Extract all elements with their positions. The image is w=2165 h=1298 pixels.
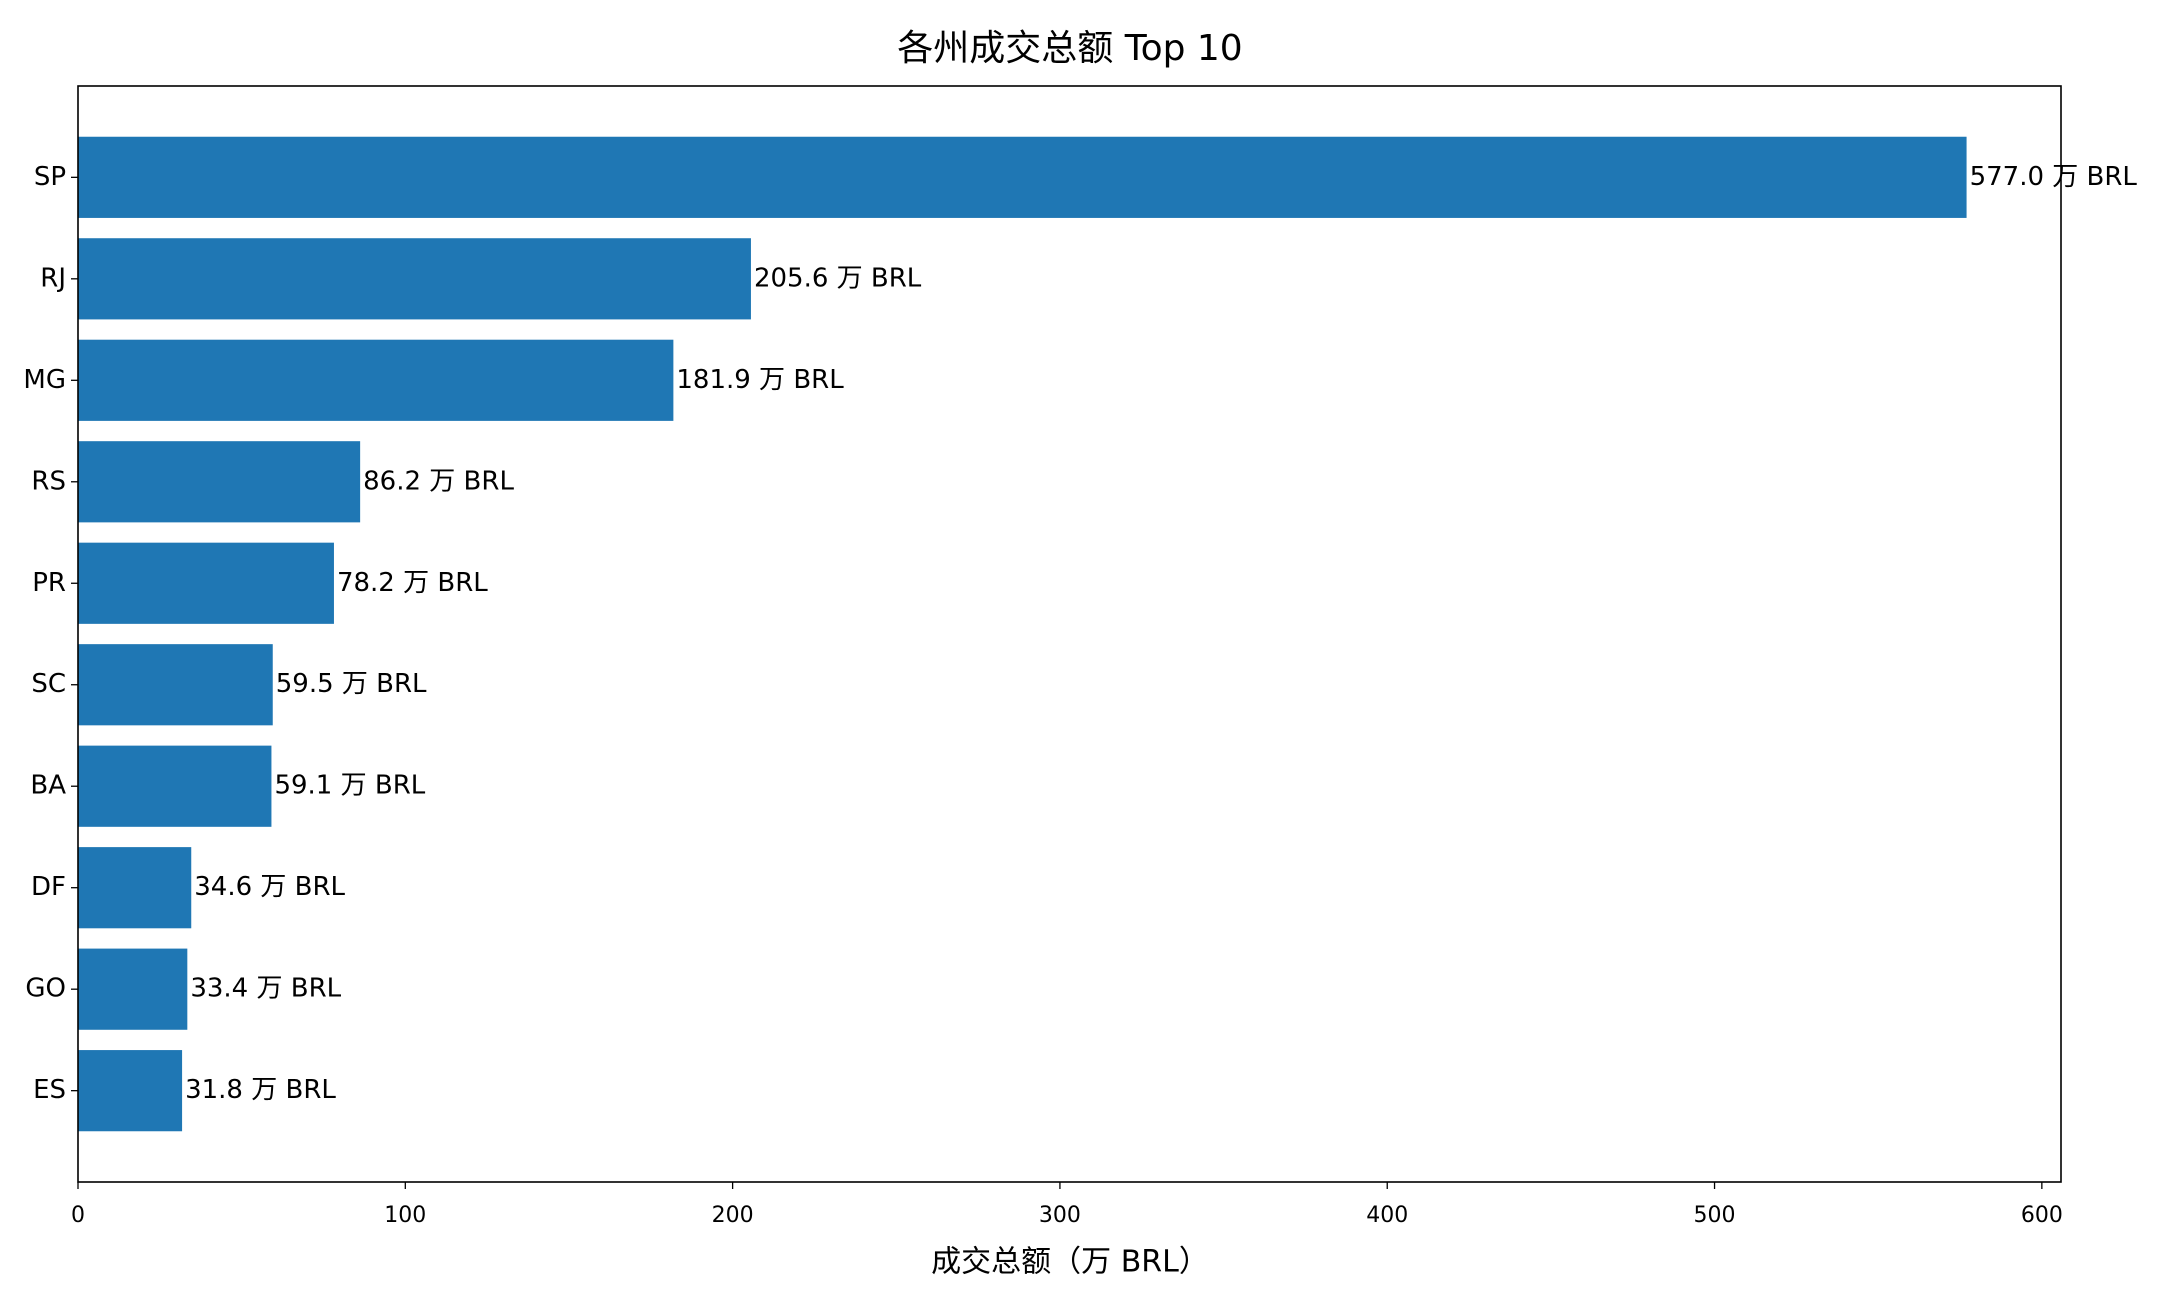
bar: [78, 136, 1967, 218]
bar: [78, 542, 334, 624]
y-tick-label: DF: [31, 872, 66, 902]
data-label: 59.5 万 BRL: [276, 669, 427, 699]
bar: [78, 847, 192, 929]
y-tick-label: MG: [23, 365, 66, 395]
x-tick-label: 300: [1039, 1203, 1081, 1228]
y-tick-label: RS: [31, 466, 66, 496]
x-tick-label: 600: [2021, 1203, 2063, 1228]
data-label: 181.9 万 BRL: [676, 365, 844, 395]
plot-frame: [77, 85, 2062, 1183]
data-label: 86.2 万 BRL: [363, 466, 514, 496]
bar: [78, 238, 751, 320]
data-label: 577.0 万 BRL: [1970, 162, 2138, 192]
bar: [78, 441, 361, 523]
chart-title: 各州成交总额 Top 10: [897, 28, 1242, 69]
data-label: 205.6 万 BRL: [754, 263, 922, 293]
x-tick-label: 100: [384, 1203, 426, 1228]
y-tick-label: SP: [34, 162, 66, 192]
y-tick-label: RJ: [40, 263, 66, 293]
y-tick-label: BA: [30, 771, 66, 801]
x-axis-label: 成交总额（万 BRL）: [931, 1245, 1209, 1280]
data-label: 31.8 万 BRL: [185, 1075, 336, 1105]
data-label: 34.6 万 BRL: [194, 872, 345, 902]
bar: [78, 1050, 183, 1132]
x-tick-label: 400: [1366, 1203, 1408, 1228]
data-label: 59.1 万 BRL: [274, 771, 425, 801]
x-tick-label: 500: [1694, 1203, 1736, 1228]
data-label: 33.4 万 BRL: [190, 974, 341, 1004]
data-label: 78.2 万 BRL: [337, 568, 488, 598]
x-tick-label: 0: [71, 1203, 85, 1228]
bar: [78, 948, 188, 1030]
y-tick-label: ES: [33, 1075, 66, 1105]
x-tick-label: 200: [712, 1203, 754, 1228]
bar: [78, 745, 272, 827]
bar: [78, 644, 273, 726]
y-tick-label: SC: [31, 669, 66, 699]
y-tick-label: PR: [32, 568, 66, 598]
bar: [78, 339, 674, 421]
y-tick-label: GO: [25, 974, 66, 1004]
